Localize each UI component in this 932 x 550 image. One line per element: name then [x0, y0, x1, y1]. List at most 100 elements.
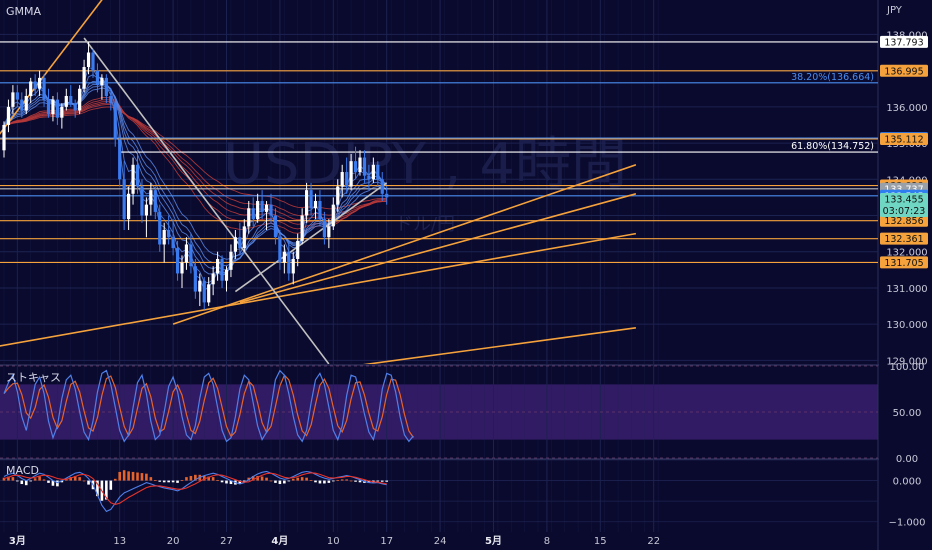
candle[interactable]	[353, 146, 358, 180]
candle[interactable]	[104, 74, 108, 104]
candle[interactable]	[371, 157, 375, 183]
candle[interactable]	[327, 219, 331, 249]
price-level-tag[interactable]: 137.793	[880, 35, 928, 49]
price-level-tag[interactable]: 132.361	[880, 232, 928, 246]
candle[interactable]	[95, 63, 100, 93]
candle[interactable]	[11, 85, 15, 115]
trend-line[interactable]	[83, 37, 330, 364]
candle[interactable]	[69, 85, 73, 107]
candle[interactable]	[175, 240, 180, 281]
candle[interactable]	[91, 48, 95, 78]
candle[interactable]	[2, 121, 6, 158]
candle[interactable]	[291, 251, 295, 285]
candle[interactable]	[184, 237, 189, 270]
candle[interactable]	[162, 222, 166, 263]
candle[interactable]	[367, 164, 371, 191]
candle[interactable]	[296, 233, 300, 267]
candle[interactable]	[345, 157, 349, 194]
candle[interactable]	[171, 219, 175, 256]
candle[interactable]	[224, 266, 229, 292]
candle[interactable]	[42, 74, 46, 107]
candle[interactable]	[211, 266, 215, 296]
candle[interactable]	[193, 258, 197, 299]
trend-line[interactable]	[0, 232, 637, 354]
candle[interactable]	[86, 41, 91, 75]
candle[interactable]	[131, 157, 135, 205]
trend-line[interactable]	[262, 326, 637, 379]
candle[interactable]	[64, 88, 68, 111]
macd-pane-label[interactable]: MACD	[6, 464, 39, 477]
indicator-label-gmma[interactable]: GMMA	[6, 5, 42, 18]
candle[interactable]	[60, 103, 64, 129]
macd-pane[interactable]	[2, 470, 388, 513]
candle[interactable]	[340, 164, 344, 198]
candle[interactable]	[331, 197, 335, 230]
candle[interactable]	[167, 215, 171, 245]
candle[interactable]	[220, 255, 224, 288]
candle[interactable]	[38, 70, 42, 96]
candle[interactable]	[322, 211, 326, 245]
price-axis[interactable]: 138.000137.000136.000135.000134.000133.0…	[9, 0, 932, 550]
price-level-tag[interactable]: 131.705	[880, 256, 928, 269]
trend-line[interactable]	[172, 164, 637, 325]
price-level-tag[interactable]: 136.995	[880, 64, 928, 78]
candle[interactable]	[358, 150, 362, 176]
candle[interactable]	[33, 74, 37, 96]
candle[interactable]	[282, 244, 286, 274]
candle[interactable]	[309, 182, 313, 216]
candle[interactable]	[336, 179, 340, 212]
candle[interactable]	[349, 153, 353, 191]
candle[interactable]	[189, 233, 193, 274]
candle[interactable]	[238, 222, 242, 256]
candle[interactable]	[273, 208, 278, 245]
candle[interactable]	[78, 85, 82, 115]
candle[interactable]	[229, 244, 233, 278]
candle[interactable]	[380, 172, 384, 202]
candle[interactable]	[122, 161, 126, 230]
candle[interactable]	[15, 85, 19, 107]
candle[interactable]	[140, 179, 144, 223]
candle[interactable]	[55, 92, 59, 125]
price-level-tag[interactable]: 132.856	[880, 214, 928, 228]
candle[interactable]	[247, 201, 251, 234]
candle[interactable]	[278, 229, 282, 270]
candle[interactable]	[242, 219, 246, 252]
candle[interactable]	[135, 150, 140, 194]
candle[interactable]	[313, 193, 318, 220]
price-level-tag[interactable]: 135.112	[880, 133, 928, 146]
candle[interactable]	[385, 186, 389, 205]
candle[interactable]	[6, 99, 11, 133]
stochastics-pane[interactable]	[3, 369, 414, 443]
candle[interactable]	[51, 95, 55, 122]
candle[interactable]	[251, 197, 255, 227]
candle[interactable]	[82, 59, 86, 93]
candle[interactable]	[118, 132, 122, 187]
candle[interactable]	[264, 201, 269, 230]
candle[interactable]	[158, 204, 162, 252]
candle[interactable]	[100, 74, 104, 100]
candle[interactable]	[362, 150, 367, 183]
candle[interactable]	[300, 208, 304, 245]
candle[interactable]	[256, 193, 260, 223]
candle[interactable]	[198, 273, 202, 307]
candle[interactable]	[127, 186, 131, 230]
trend-line[interactable]	[239, 192, 637, 304]
candle[interactable]	[287, 240, 291, 281]
candle[interactable]	[216, 251, 220, 281]
candle[interactable]	[207, 277, 211, 307]
candle[interactable]	[202, 277, 206, 310]
main-price-pane[interactable]	[0, 0, 878, 378]
candle[interactable]	[233, 229, 237, 259]
candle[interactable]	[180, 255, 184, 288]
stoch-pane-label[interactable]: ストキャス	[6, 371, 61, 384]
candle[interactable]	[109, 88, 113, 111]
candle[interactable]	[153, 186, 157, 220]
candle[interactable]	[318, 190, 322, 227]
candle[interactable]	[260, 190, 264, 220]
candle[interactable]	[269, 193, 273, 223]
trend-line[interactable]	[234, 182, 388, 293]
candle[interactable]	[144, 197, 148, 238]
